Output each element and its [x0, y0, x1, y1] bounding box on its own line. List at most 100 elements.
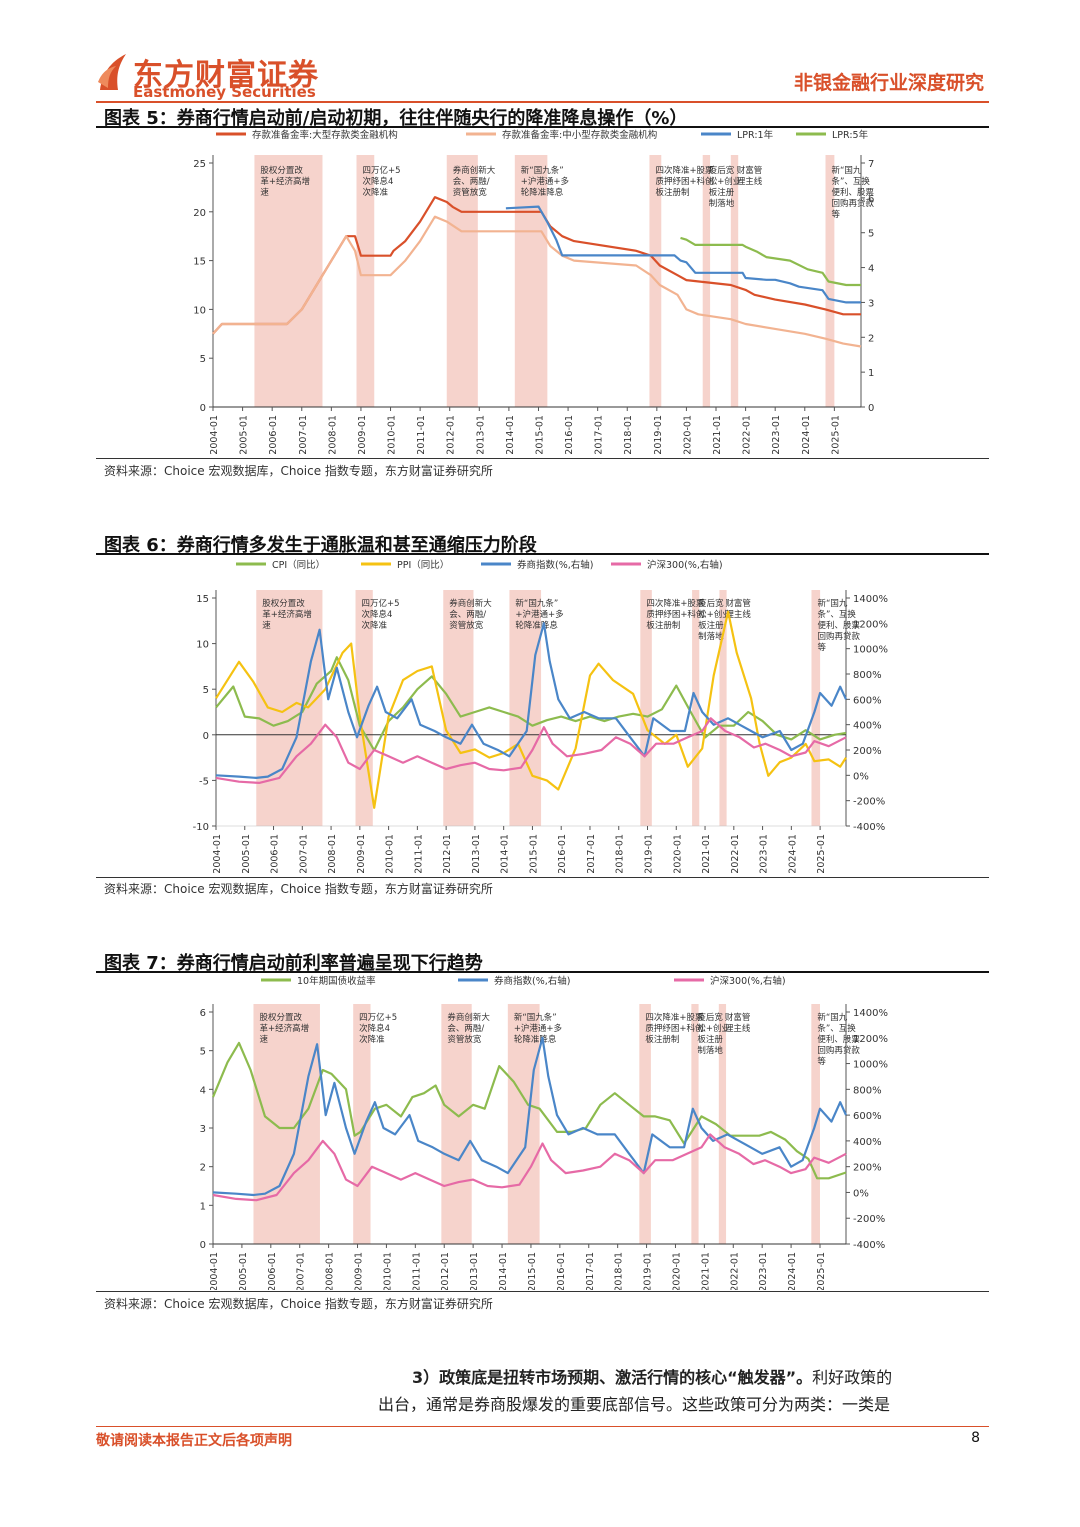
x-tick-label: 2005-01 — [241, 834, 252, 874]
y-tick-label-right: 1400% — [853, 1008, 888, 1019]
legend-label: 存款准备金率:大型存款类金融机构 — [252, 129, 398, 141]
y-tick-label-left: -5 — [199, 776, 209, 787]
y-tick-label-right: 600% — [853, 1111, 882, 1122]
series-line — [215, 622, 847, 779]
shade-period — [509, 590, 542, 826]
annotation-label: 四万亿+5 — [359, 1012, 397, 1023]
shade-period — [639, 1004, 651, 1244]
shade-period — [253, 1004, 320, 1244]
legend-label: LPR:5年 — [832, 129, 869, 141]
x-tick-label: 2025-01 — [816, 1252, 827, 1290]
annotation-label: 疫后宽 — [698, 598, 724, 609]
annotation-label: +沪港通+多 — [521, 176, 570, 187]
annotation-label: 制落地 — [698, 631, 724, 642]
annotation-label: 次降息4 — [362, 609, 393, 620]
x-tick-label: 2021-01 — [712, 415, 723, 455]
annotation-label: 革+经济高增 — [259, 1023, 309, 1034]
y-tick-label-left: 20 — [193, 208, 206, 219]
annotation-label: 回购再贷款 — [817, 631, 860, 642]
y-tick-label-left: 10 — [196, 640, 209, 651]
x-tick-label: 2011-01 — [416, 415, 427, 455]
annotation-label: 股权分置改 — [262, 598, 305, 609]
legend-label: 存款准备金率:中小型存款类金融机构 — [502, 129, 657, 141]
y-tick-label-right: 1200% — [853, 619, 888, 630]
y-tick-label-right: 1400% — [853, 594, 888, 605]
annotation-label: 革+经济高增 — [260, 176, 310, 187]
x-tick-label: 2023-01 — [758, 1252, 769, 1290]
paragraph-line-2: 出台，通常是券商股爆发的重要底部信号。这些政策可分为两类：一类是 — [378, 1395, 891, 1414]
footer-rule — [96, 1426, 989, 1427]
x-tick-label: 2023-01 — [759, 834, 770, 874]
annotation-label: 板注册 — [698, 620, 724, 631]
y-tick-label-right: 800% — [853, 670, 882, 681]
annotation-label: 松+创业 — [697, 1023, 730, 1034]
annotation-label: +沪港通+多 — [515, 609, 564, 620]
annotation-label: 财富管 — [725, 1012, 751, 1023]
x-tick-label: 2019-01 — [643, 1252, 654, 1290]
annotation-label: 轮降准降息 — [521, 187, 564, 198]
x-tick-label: 2018-01 — [623, 415, 634, 455]
x-tick-label: 2024-01 — [787, 1252, 798, 1290]
x-tick-label: 2014-01 — [500, 834, 511, 874]
annotation-label: 板注册制 — [645, 1034, 679, 1045]
annotation-label: 质押纾困+科创 — [655, 176, 713, 187]
x-tick-label: 2014-01 — [498, 1252, 509, 1290]
figure-7-title: 图表 7：券商行情启动前利率普遍呈现下行趋势 — [104, 953, 483, 974]
annotation-label: 质押纾困+科创 — [645, 1023, 703, 1034]
y-tick-label-left: 15 — [193, 257, 206, 268]
x-tick-label: 2008-01 — [327, 834, 338, 874]
annotation-label: 速 — [262, 621, 271, 631]
series-line — [680, 236, 861, 287]
x-tick-label: 2016-01 — [557, 834, 568, 874]
legend-label: LPR:1年 — [737, 129, 774, 141]
annotation-label: 四次降准+股票 — [645, 1012, 704, 1023]
annotation-label: 股权分置改 — [260, 165, 303, 176]
annotation-label: 速 — [260, 188, 269, 198]
x-tick-label: 2020-01 — [682, 415, 693, 455]
annotation-label: 会、两融/ — [447, 1023, 484, 1034]
x-tick-label: 2018-01 — [615, 834, 626, 874]
x-tick-label: 2011-01 — [411, 1252, 422, 1290]
annotation-label: 革+经济高增 — [262, 609, 312, 620]
annotation-label: 等 — [831, 209, 840, 220]
series-line — [215, 610, 847, 809]
shade-period — [718, 1004, 727, 1244]
x-tick-label: 2011-01 — [413, 834, 424, 874]
annotation-label: 板注册制 — [646, 620, 680, 631]
y-tick-label-right: 400% — [853, 721, 882, 732]
y-tick-label-right: -400% — [853, 1240, 885, 1251]
x-tick-label: 2019-01 — [644, 834, 655, 874]
annotation-label: 松+创业 — [709, 176, 742, 187]
x-tick-label: 2016-01 — [556, 1252, 567, 1290]
x-tick-label: 2018-01 — [614, 1252, 625, 1290]
annotation-label: 次降准 — [363, 187, 389, 198]
y-tick-label-right: -200% — [853, 1214, 885, 1225]
x-tick-label: 2012-01 — [446, 415, 457, 455]
annotation-label: 次降准 — [362, 620, 388, 631]
y-tick-label-right: 200% — [853, 746, 882, 757]
y-tick-label-left: 5 — [203, 685, 209, 696]
annotation-label: 制落地 — [709, 198, 735, 209]
series-line — [212, 215, 862, 348]
annotation-label: 资管放宽 — [447, 1034, 482, 1045]
paragraph-line-1: 3）政策底是扭转市场预期、激活行情的核心“触发器”。利好政策的 — [412, 1364, 892, 1388]
y-tick-label-right: 600% — [853, 695, 882, 706]
y-tick-label-right: 2 — [868, 333, 874, 344]
legend-label: 券商指数(%,右轴) — [517, 559, 593, 571]
x-tick-label: 2015-01 — [528, 834, 539, 874]
x-tick-label: 2007-01 — [296, 1252, 307, 1290]
x-tick-label: 2013-01 — [469, 1252, 480, 1290]
figure-6-rule — [96, 553, 989, 555]
x-tick-label: 2004-01 — [209, 1252, 220, 1290]
x-tick-label: 2017-01 — [594, 415, 605, 455]
shade-period — [441, 1004, 472, 1244]
annotation-label: 券商创新大 — [449, 598, 492, 609]
y-tick-label-left: -10 — [193, 822, 209, 833]
x-tick-label: 2006-01 — [268, 415, 279, 455]
series-line — [211, 1041, 847, 1180]
annotation-label: 速 — [259, 1035, 268, 1045]
figure-7-bottom-rule — [96, 1291, 989, 1292]
x-tick-label: 2025-01 — [816, 834, 827, 874]
annotation-label: 次降息4 — [359, 1023, 390, 1034]
annotation-label: 便利、股票 — [817, 620, 860, 631]
